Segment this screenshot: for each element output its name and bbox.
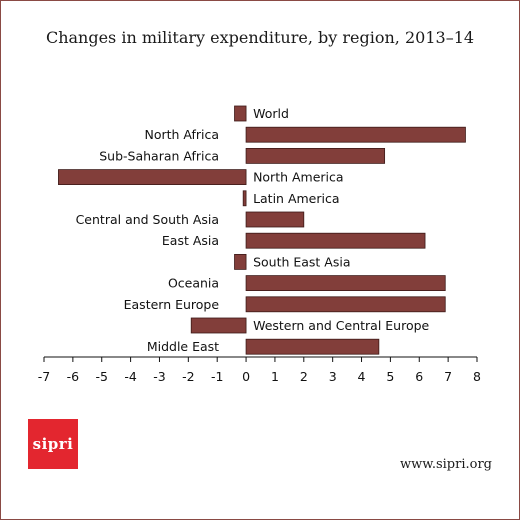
x-tick-label: -6 xyxy=(67,369,80,384)
x-tick-label: 1 xyxy=(271,369,279,384)
bar xyxy=(234,105,247,122)
x-tick-label: 4 xyxy=(358,369,366,384)
bar xyxy=(245,147,386,164)
source-url: www.sipri.org xyxy=(400,457,492,472)
bar xyxy=(245,275,446,292)
bar xyxy=(245,211,305,228)
category-label: East Asia xyxy=(162,233,219,248)
x-tick-label: -7 xyxy=(38,369,50,384)
bar xyxy=(190,317,247,334)
bar xyxy=(58,169,247,186)
bar xyxy=(245,126,466,143)
logo-text: sipri xyxy=(32,435,74,453)
category-label: World xyxy=(253,106,289,121)
category-label: Eastern Europe xyxy=(124,297,220,312)
sipri-logo: sipri xyxy=(28,419,78,469)
x-tick-label: 8 xyxy=(473,369,481,384)
category-label: North America xyxy=(253,170,343,185)
x-tick-label: -1 xyxy=(211,369,223,384)
bar xyxy=(234,253,247,270)
category-label: North Africa xyxy=(144,127,219,142)
x-tick-label: 5 xyxy=(386,369,394,384)
x-tick-label: -2 xyxy=(182,369,194,384)
bar xyxy=(242,190,247,207)
chart-title: Changes in military expenditure, by regi… xyxy=(45,28,475,47)
x-tick-label: 0 xyxy=(242,369,250,384)
category-label: Western and Central Europe xyxy=(253,318,429,333)
x-tick-label: -5 xyxy=(95,369,107,384)
category-label: Oceania xyxy=(168,276,219,291)
x-tick-label: -4 xyxy=(124,369,137,384)
category-label: Sub-Saharan Africa xyxy=(99,148,219,163)
x-tick-label: 7 xyxy=(444,369,452,384)
x-tick-label: 3 xyxy=(329,369,337,384)
category-label: South East Asia xyxy=(253,254,350,269)
bar xyxy=(245,232,426,249)
x-tick-label: -3 xyxy=(153,369,165,384)
bar xyxy=(245,338,380,355)
bar xyxy=(245,296,446,313)
x-tick-label: 2 xyxy=(300,369,308,384)
category-label: Latin America xyxy=(253,191,339,206)
category-label: Central and South Asia xyxy=(76,212,219,227)
x-tick-label: 6 xyxy=(415,369,423,384)
category-label: Middle East xyxy=(147,339,219,354)
